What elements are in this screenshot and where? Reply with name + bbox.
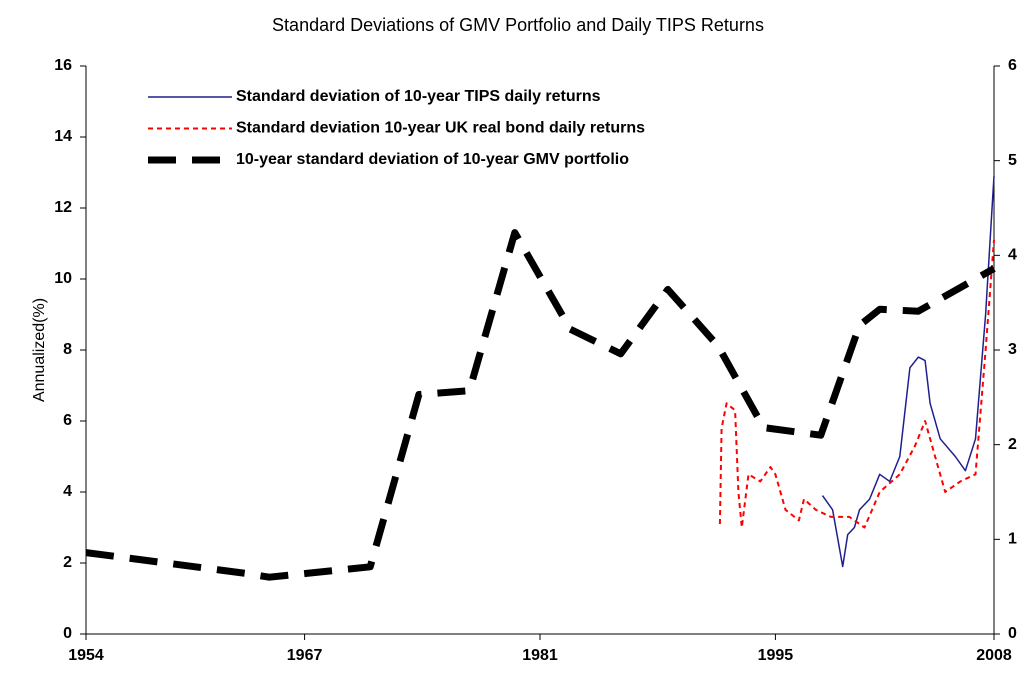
series-line xyxy=(85,229,996,581)
chart-title: Standard Deviations of GMV Portfolio and… xyxy=(272,15,764,35)
series-line xyxy=(718,239,995,529)
y2-tick-label: 6 xyxy=(1008,57,1017,74)
x-tick-label: 1954 xyxy=(68,647,104,664)
y-tick-label: 14 xyxy=(54,128,72,145)
x-tick-label: 1981 xyxy=(522,647,558,664)
y-tick-label: 8 xyxy=(63,341,72,358)
y-tick-label: 16 xyxy=(54,57,72,74)
y2-tick-label: 1 xyxy=(1008,531,1017,548)
legend-label: 10-year standard deviation of 10-year GM… xyxy=(236,151,629,168)
y-tick-label: 10 xyxy=(54,270,72,287)
x-tick-label: 2008 xyxy=(976,647,1012,664)
series-line xyxy=(821,176,995,568)
y2-tick-label: 2 xyxy=(1008,436,1017,453)
y-tick-label: 4 xyxy=(63,483,72,500)
y2-tick-label: 0 xyxy=(1008,625,1017,642)
y2-tick-label: 4 xyxy=(1008,247,1017,264)
y-tick-label: 0 xyxy=(63,625,72,642)
y-tick-label: 12 xyxy=(54,199,72,216)
x-tick-label: 1995 xyxy=(758,647,794,664)
y2-tick-label: 5 xyxy=(1008,152,1017,169)
y2-tick-label: 3 xyxy=(1008,341,1017,358)
y-tick-label: 2 xyxy=(63,554,72,571)
x-tick-label: 1967 xyxy=(287,647,323,664)
y-tick-label: 6 xyxy=(63,412,72,429)
legend-label: Standard deviation 10-year UK real bond … xyxy=(236,120,645,137)
legend-label: Standard deviation of 10-year TIPS daily… xyxy=(236,88,601,105)
y-axis-label: Annualized(%) xyxy=(31,298,48,402)
